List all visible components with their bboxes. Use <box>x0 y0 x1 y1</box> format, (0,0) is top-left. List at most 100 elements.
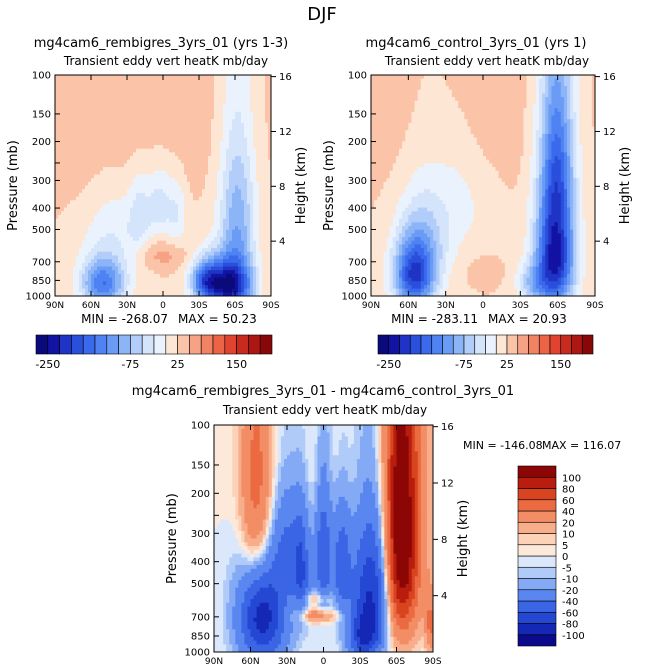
heatmap-cell <box>133 115 137 120</box>
heatmap-cell <box>169 167 173 172</box>
heatmap-cell <box>109 237 113 242</box>
heatmap-cell <box>148 262 152 268</box>
heatmap-cell <box>154 122 158 128</box>
heatmap-cell <box>172 159 176 164</box>
heatmap-cell <box>106 185 110 190</box>
heatmap-cell <box>124 207 128 212</box>
heatmap-cell <box>458 100 462 106</box>
heatmap-cell <box>139 93 143 98</box>
heatmap-cell <box>504 86 509 91</box>
heatmap-cell <box>374 93 378 98</box>
heatmap-cell <box>517 82 521 87</box>
heatmap-cell <box>199 273 203 279</box>
heatmap-cell <box>106 115 110 120</box>
heatmap-cell <box>439 86 444 91</box>
heatmap-cell <box>265 144 269 150</box>
heatmap-cell <box>94 244 98 249</box>
heatmap-cell <box>217 196 221 201</box>
heatmap-cell <box>82 200 86 205</box>
heatmap-cell <box>507 89 512 95</box>
heatmap-cell <box>226 281 230 286</box>
heatmap-cell <box>244 181 248 187</box>
heatmap-cell <box>163 273 167 279</box>
heatmap-cell <box>423 100 428 106</box>
heatmap-cell <box>85 266 89 271</box>
heatmap-cell <box>265 119 269 124</box>
heatmap-cell <box>268 222 271 227</box>
heatmap-cell <box>115 266 119 271</box>
heatmap-cell <box>157 192 161 198</box>
heatmap-cell <box>58 222 62 227</box>
heatmap-cell <box>392 97 397 102</box>
heatmap-cell <box>115 75 119 80</box>
heatmap-cell <box>235 126 239 131</box>
heatmap-cell <box>112 196 116 201</box>
heatmap-cell <box>88 251 92 257</box>
heatmap-cell <box>229 100 233 106</box>
heatmap-cell <box>157 229 161 234</box>
heatmap-cell <box>193 111 197 117</box>
heatmap-cell <box>560 86 565 91</box>
heatmap-cell <box>514 86 518 91</box>
heatmap-cell <box>187 255 191 260</box>
heatmap-cell <box>55 284 59 290</box>
heatmap-cell <box>106 170 110 176</box>
heatmap-cell <box>118 233 122 238</box>
heatmap-cell <box>115 259 119 264</box>
heatmap-cell <box>238 163 242 168</box>
heatmap-cell <box>142 270 146 275</box>
heatmap-cell <box>253 178 257 183</box>
heatmap-cell <box>256 170 260 176</box>
heatmap-cell <box>196 78 200 83</box>
heatmap-cell <box>142 237 146 242</box>
heatmap-cell <box>190 200 194 205</box>
heatmap-cell <box>268 244 271 249</box>
heatmap-cell <box>88 189 92 194</box>
heatmap-cell <box>211 170 215 176</box>
heatmap-cell <box>103 218 107 223</box>
heatmap-cell <box>160 214 164 220</box>
heatmap-cell <box>91 192 95 198</box>
heatmap-cell <box>91 273 95 279</box>
heatmap-cell <box>523 78 528 83</box>
heatmap-cell <box>256 97 260 102</box>
heatmap-cell <box>106 178 110 183</box>
heatmap-cell <box>100 240 104 246</box>
heatmap-cell <box>106 211 110 216</box>
heatmap-cell <box>223 163 227 168</box>
heatmap-cell <box>184 288 188 293</box>
heatmap-cell <box>244 141 248 146</box>
heatmap-cell <box>118 141 122 146</box>
heatmap-cell <box>166 203 170 209</box>
heatmap-cell <box>154 82 158 87</box>
heatmap-cell <box>151 97 155 102</box>
heatmap-cell <box>169 284 173 290</box>
heatmap-cell <box>253 93 257 98</box>
heatmap-cell <box>157 273 161 279</box>
heatmap-cell <box>196 108 200 113</box>
heatmap-cell <box>142 281 146 286</box>
heatmap-cell <box>265 89 269 95</box>
heatmap-cell <box>139 262 143 268</box>
colorbar-swatch <box>177 334 190 355</box>
heatmap-cell <box>205 93 209 98</box>
heatmap-cell <box>498 82 503 87</box>
heatmap-cell <box>118 119 122 124</box>
heatmap-cell <box>205 273 209 279</box>
panel-1-plot: 90N 60N 30N 0 30S 60S 90S100150200300400500700… <box>6 71 309 312</box>
heatmap-cell <box>217 262 221 268</box>
heatmap-cell <box>181 119 185 124</box>
heatmap-cell <box>154 115 158 120</box>
heatmap-cell <box>139 174 143 179</box>
heatmap-cell <box>223 115 227 120</box>
heatmap-cell <box>262 259 266 264</box>
heatmap-cell <box>181 240 185 246</box>
panel-2-subtitle: Transient eddy vert heatK mb/day <box>384 54 589 68</box>
heatmap-cell <box>148 203 152 209</box>
heatmap-cell <box>154 218 158 223</box>
heatmap-cell <box>214 266 218 271</box>
heatmap-cell <box>106 255 110 260</box>
heatmap-cell <box>97 255 101 260</box>
heatmap-cell <box>253 273 257 279</box>
heatmap-cell <box>408 78 413 83</box>
